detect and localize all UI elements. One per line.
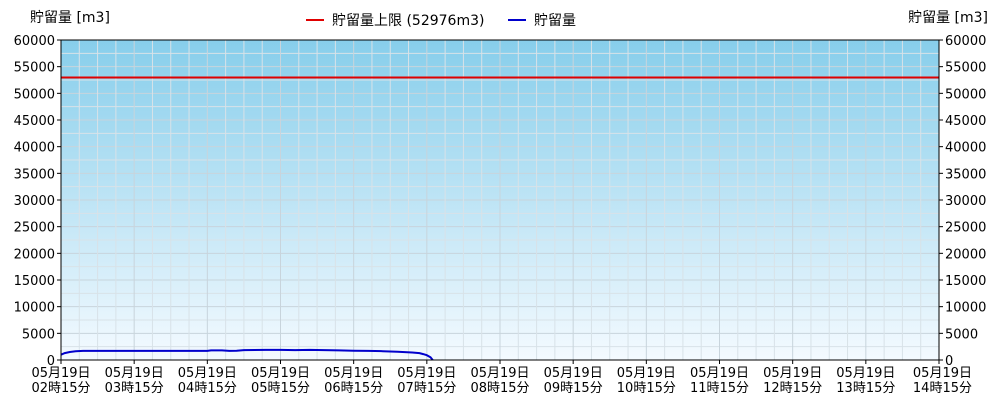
x-tick-label-time: 03時15分 [105, 381, 164, 396]
y-tick-label-left: 25000 [14, 221, 55, 236]
grid-lines [60, 39, 940, 361]
y-tick-label-left: 0 [47, 354, 55, 369]
x-tick-label-date: 05月19日 [544, 366, 603, 381]
y-tick-label-right: 20000 [945, 247, 986, 262]
x-tick-label-time: 10時15分 [617, 381, 676, 396]
x-tick-label-date: 05月19日 [397, 366, 456, 381]
x-tick-label-time: 05時15分 [251, 381, 310, 396]
y-tick-label-right: 5000 [945, 327, 978, 342]
y-tick-label-right: 60000 [945, 34, 986, 49]
y-tick-label-right: 35000 [945, 167, 986, 182]
x-tick-label-date: 05月19日 [105, 366, 164, 381]
storage-series-line [60, 348, 434, 361]
y-tick-label-left: 20000 [14, 247, 55, 262]
x-axis: 05月19日02時15分05月19日03時15分05月19日04時15分05月1… [31, 360, 972, 396]
y-tick-label-right: 30000 [945, 194, 986, 209]
y-tick-label-left: 40000 [14, 141, 55, 156]
x-tick-label-date: 05月19日 [178, 366, 237, 381]
y-tick-label-right: 10000 [945, 301, 986, 316]
y-tick-label-right: 50000 [945, 87, 986, 102]
x-tick-label-time: 11時15分 [690, 381, 749, 396]
x-tick-label-date: 05月19日 [763, 366, 822, 381]
x-tick-label-time: 14時15分 [913, 381, 972, 396]
x-tick-label-time: 06時15分 [324, 381, 383, 396]
x-tick-label-date: 05月19日 [324, 366, 383, 381]
y-tick-label-right: 45000 [945, 114, 986, 129]
x-tick-label-time: 12時15分 [763, 381, 822, 396]
y-tick-label-left: 10000 [14, 301, 55, 316]
x-tick-label-time: 13時15分 [836, 381, 895, 396]
y-tick-label-right: 0 [945, 354, 953, 369]
x-tick-label-date: 05月19日 [31, 366, 90, 381]
y-tick-label-left: 5000 [22, 327, 55, 342]
y-tick-label-left: 55000 [14, 61, 55, 76]
y-axis-title-left: 貯留量 [m3] [30, 10, 110, 26]
x-tick-label-date: 05月19日 [470, 366, 529, 381]
y-tick-label-right: 40000 [945, 141, 986, 156]
y-tick-label-left: 45000 [14, 114, 55, 129]
y-axis-title-right: 貯留量 [m3] [908, 10, 988, 26]
series-layer [60, 76, 939, 361]
y-axis-left: 0 5000 10000 15000 20000 25000 30000 35000 40000… [14, 34, 61, 369]
x-tick-label-time: 08時15分 [470, 381, 529, 396]
x-tick-label-date: 05月19日 [836, 366, 895, 381]
x-tick-label-date: 05月19日 [251, 366, 310, 381]
x-tick-label-time: 09時15分 [544, 381, 603, 396]
y-tick-label-left: 60000 [14, 34, 55, 49]
x-tick-label-time: 02時15分 [31, 381, 90, 396]
y-tick-label-left: 35000 [14, 167, 55, 182]
legend-label-storage: 貯留量 [534, 13, 576, 29]
y-tick-label-left: 15000 [14, 274, 55, 289]
x-tick-label-time: 04時15分 [178, 381, 237, 396]
x-tick-label-date: 05月19日 [617, 366, 676, 381]
y-tick-label-left: 50000 [14, 87, 55, 102]
y-axis-right: 0 5000 10000 15000 20000 25000 30000 35000 40000… [939, 34, 986, 369]
y-tick-label-right: 25000 [945, 221, 986, 236]
y-tick-label-right: 15000 [945, 274, 986, 289]
x-tick-label-date: 05月19日 [913, 366, 972, 381]
legend-label-limit: 貯留量上限 (52976m3) [332, 13, 484, 29]
x-tick-label-time: 07時15分 [397, 381, 456, 396]
y-tick-label-right: 55000 [945, 61, 986, 76]
plot-border [60, 39, 940, 361]
legend: 貯留量上限 (52976m3) 貯留量 [306, 13, 576, 29]
y-tick-label-left: 30000 [14, 194, 55, 209]
x-tick-label-date: 05月19日 [690, 366, 749, 381]
